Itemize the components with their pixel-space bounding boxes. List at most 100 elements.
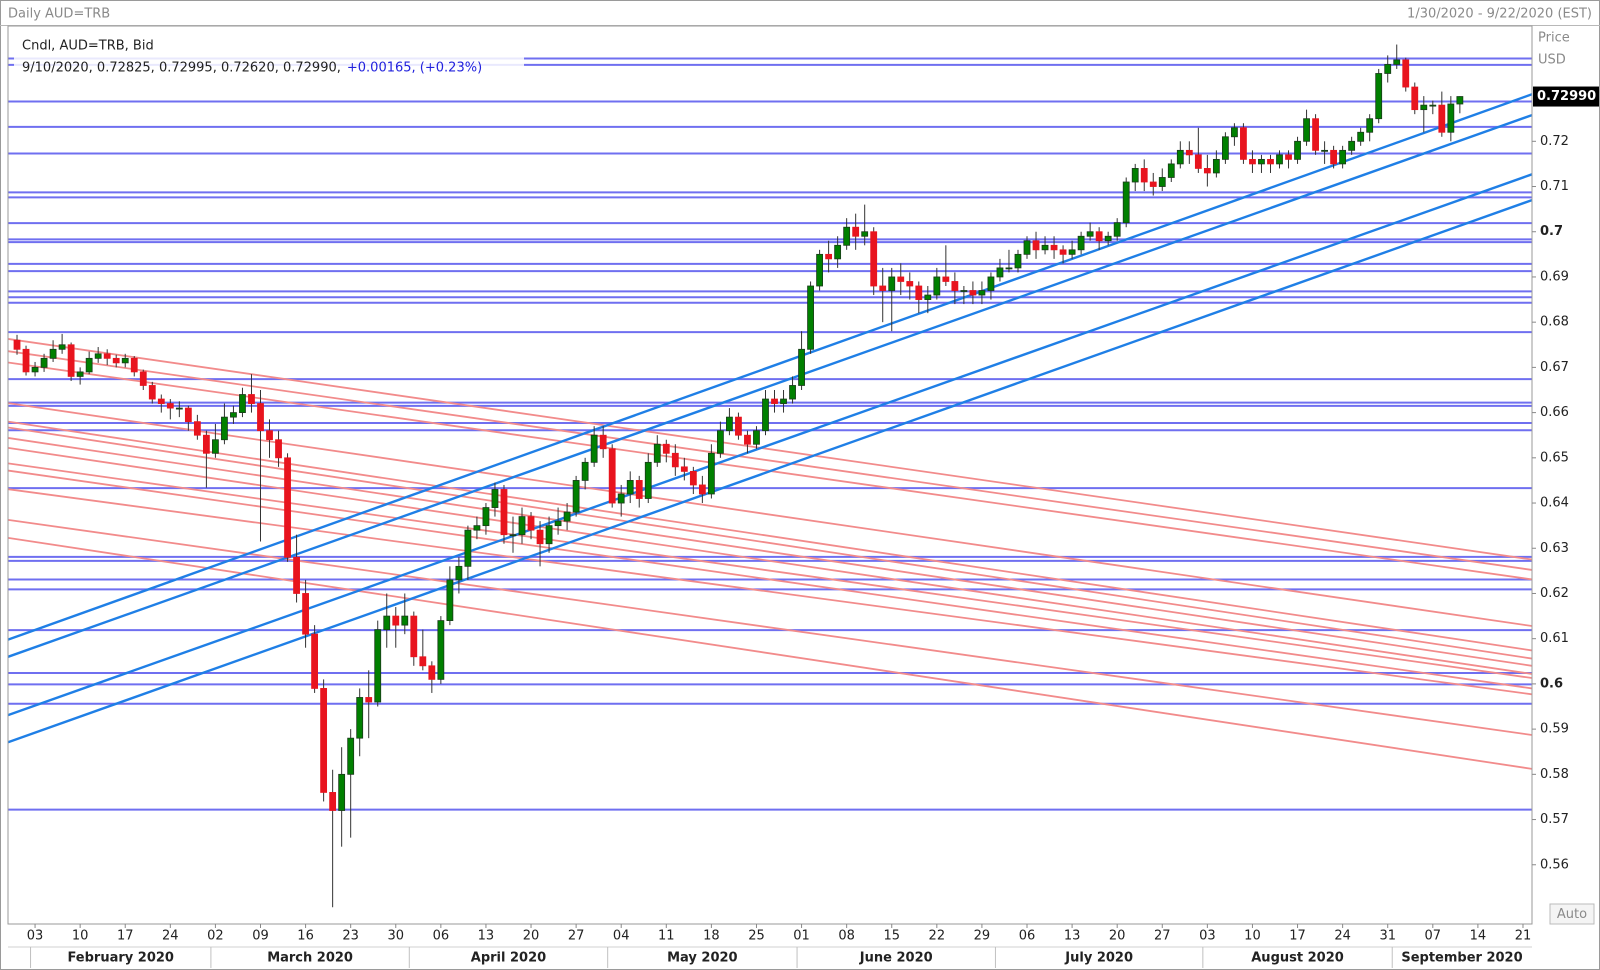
candle-body xyxy=(1149,181,1157,187)
candle-body xyxy=(1240,127,1247,160)
month-label: February 2020 xyxy=(67,951,174,966)
candle-body xyxy=(1384,64,1392,74)
candle-body xyxy=(329,792,337,811)
auto-button-label[interactable]: Auto xyxy=(1557,907,1587,922)
month-label: May 2020 xyxy=(667,951,738,966)
resistance-trendline xyxy=(8,462,1532,679)
candle-body xyxy=(221,416,228,441)
x-tick-label: 31 xyxy=(1379,929,1396,944)
x-tick-label: 20 xyxy=(523,929,540,944)
resistance-trendline xyxy=(8,437,1532,667)
candle-body xyxy=(1185,149,1193,156)
x-tick-label: 13 xyxy=(1064,929,1081,944)
x-tick-label: 24 xyxy=(162,929,179,944)
candle-body xyxy=(446,579,454,621)
support-trendline xyxy=(8,173,1532,717)
auto-button[interactable] xyxy=(1549,903,1595,925)
x-tick-label: 10 xyxy=(1244,929,1261,944)
candle-body xyxy=(1339,149,1347,165)
x-tick-label: 29 xyxy=(974,929,991,944)
candle-body xyxy=(834,244,842,260)
candle-body xyxy=(1005,267,1013,270)
x-tick-label: 02 xyxy=(207,929,224,944)
candle-body xyxy=(572,480,580,513)
candle-body xyxy=(1231,127,1238,138)
candle-body xyxy=(356,697,364,739)
candle-body xyxy=(139,371,147,386)
candle-body xyxy=(1429,104,1437,107)
x-tick-label: 17 xyxy=(117,929,134,944)
chart-title: Daily AUD=TRB xyxy=(8,7,110,22)
candle-body xyxy=(644,461,652,499)
candle-body xyxy=(671,452,679,468)
candle-body xyxy=(608,448,616,504)
month-label: April 2020 xyxy=(471,951,546,966)
candle-body xyxy=(1438,104,1446,133)
candle-body xyxy=(680,466,688,472)
candle-body xyxy=(437,620,445,680)
candle-body xyxy=(518,516,526,536)
legend-title: Cndl, AUD=TRB, Bid xyxy=(22,39,154,54)
candle-body xyxy=(744,434,751,445)
candle-body xyxy=(275,439,282,459)
candle-body xyxy=(861,231,869,237)
candle-body xyxy=(1203,168,1211,174)
candle-body xyxy=(942,276,950,282)
candle-body xyxy=(816,253,823,287)
candle-body xyxy=(67,344,75,377)
candle-body xyxy=(383,615,391,631)
x-tick-label: 27 xyxy=(568,929,585,944)
candle-body xyxy=(1113,222,1121,237)
candle-body xyxy=(1032,240,1040,251)
x-tick-label: 14 xyxy=(1470,929,1487,944)
candle-body xyxy=(590,434,598,463)
candle-body xyxy=(212,439,219,454)
candle-body xyxy=(112,357,120,364)
date-range: 1/30/2020 - 9/22/2020 (EST) xyxy=(1407,7,1592,22)
candle-body xyxy=(464,529,472,567)
candle-body xyxy=(1447,103,1455,133)
candle-body xyxy=(1086,231,1094,237)
resistance-trendline xyxy=(8,338,1532,561)
candle-body xyxy=(1068,249,1076,255)
x-tick-label: 27 xyxy=(1154,929,1171,944)
resistance-trendline xyxy=(8,536,1532,770)
candle-body xyxy=(365,697,373,703)
candle-body xyxy=(374,629,382,703)
y-tick-label: 0.69 xyxy=(1540,269,1569,284)
support-trendline xyxy=(8,198,1532,744)
candle-body xyxy=(1321,149,1328,152)
x-tick-label: 13 xyxy=(478,929,495,944)
candle-body xyxy=(1050,244,1058,251)
candle-body xyxy=(978,290,986,296)
y-tick-label: 0.59 xyxy=(1540,722,1569,737)
candle-body xyxy=(1077,235,1085,251)
candle-body xyxy=(1402,59,1410,88)
candle-body xyxy=(1212,158,1220,174)
candle-body xyxy=(870,231,878,287)
candle-body xyxy=(401,615,409,626)
candle-body xyxy=(653,443,661,463)
y-axis-label: Price xyxy=(1538,31,1570,46)
candle-body xyxy=(563,511,571,522)
candle-body xyxy=(879,285,887,291)
x-tick-label: 21 xyxy=(1515,929,1532,944)
y-tick-label: 0.6 xyxy=(1540,676,1563,691)
candle-body xyxy=(1249,158,1256,165)
x-tick-label: 11 xyxy=(658,929,675,944)
candle-body xyxy=(662,443,670,454)
resistance-trendline xyxy=(8,469,1532,690)
y-tick-label: 0.61 xyxy=(1540,631,1569,646)
candle-body xyxy=(49,348,57,359)
candle-body xyxy=(22,348,30,373)
candle-body xyxy=(311,633,319,689)
candle-body xyxy=(807,285,814,350)
legend-change: +0.00165, (+0.23%) xyxy=(347,61,482,76)
candle-body xyxy=(202,434,210,454)
candle-body xyxy=(825,253,833,260)
candle-body xyxy=(527,516,535,531)
candle-body xyxy=(85,357,93,373)
candle-body xyxy=(698,484,706,495)
candle-body xyxy=(121,357,129,364)
candle-body xyxy=(320,688,328,793)
